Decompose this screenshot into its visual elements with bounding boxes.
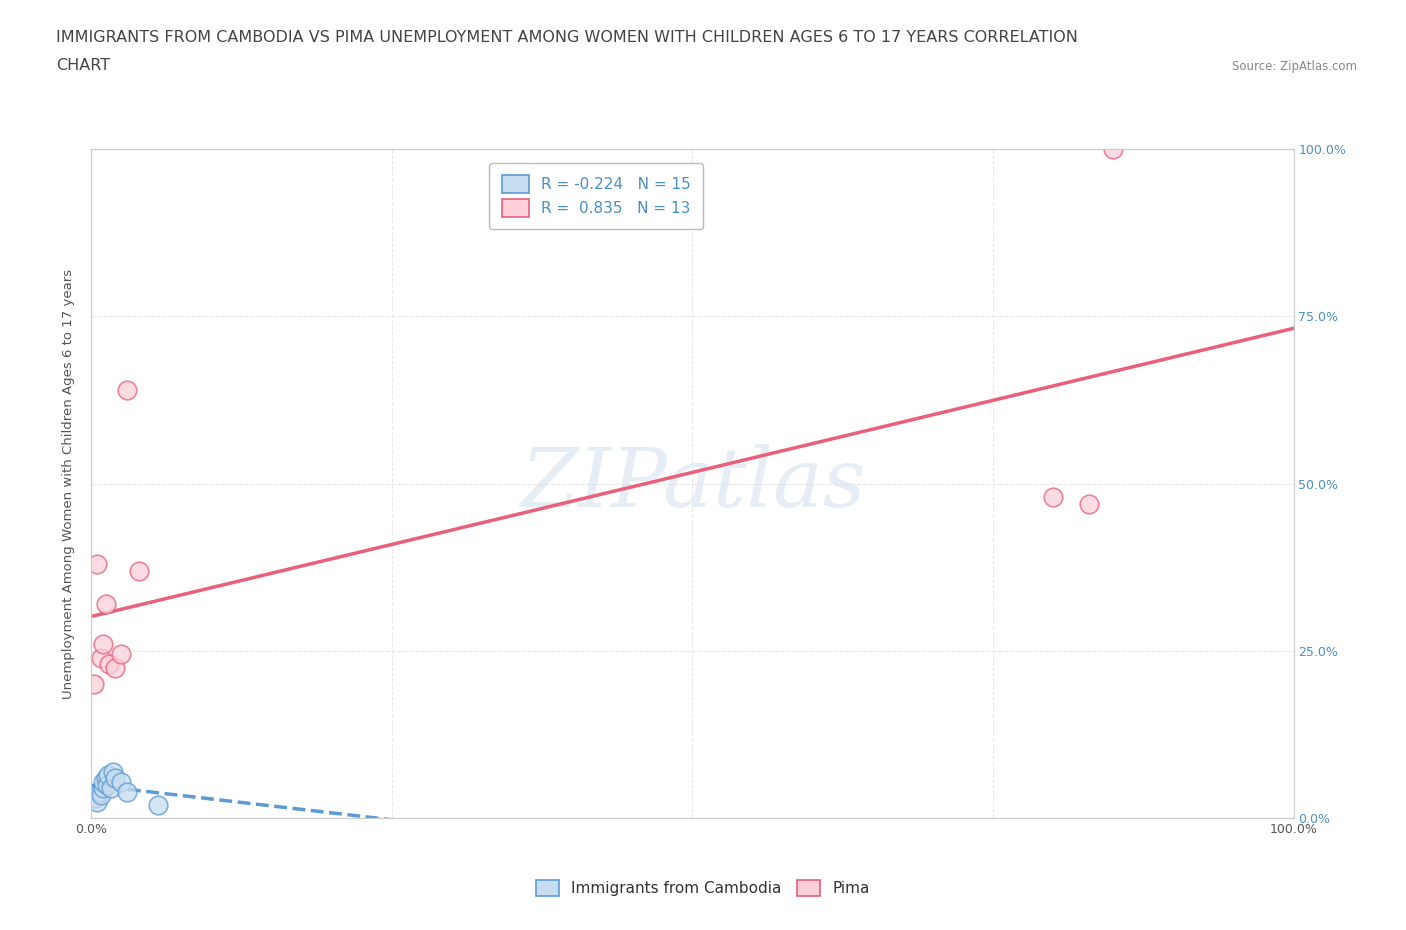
Point xyxy=(93,637,115,652)
Point xyxy=(84,790,107,805)
Legend: R = -0.224   N = 15, R =  0.835   N = 13: R = -0.224 N = 15, R = 0.835 N = 13 xyxy=(489,163,703,229)
Point xyxy=(86,794,108,809)
Point xyxy=(90,788,112,803)
Point xyxy=(100,781,122,796)
Point xyxy=(146,798,169,813)
Point xyxy=(117,382,139,397)
Point xyxy=(101,764,124,779)
Text: Source: ZipAtlas.com: Source: ZipAtlas.com xyxy=(1232,60,1357,73)
Point xyxy=(110,774,132,789)
Point xyxy=(89,784,111,799)
Point xyxy=(104,771,127,786)
Text: ZIPatlas: ZIPatlas xyxy=(520,444,865,524)
Point xyxy=(1102,141,1125,156)
Point xyxy=(104,660,127,675)
Point xyxy=(83,677,105,692)
Point xyxy=(97,767,120,782)
Point xyxy=(86,556,108,571)
Y-axis label: Unemployment Among Women with Children Ages 6 to 17 years: Unemployment Among Women with Children A… xyxy=(62,269,76,698)
Point xyxy=(93,781,115,796)
Point xyxy=(1078,497,1101,512)
Point xyxy=(90,650,112,665)
Text: IMMIGRANTS FROM CAMBODIA VS PIMA UNEMPLOYMENT AMONG WOMEN WITH CHILDREN AGES 6 T: IMMIGRANTS FROM CAMBODIA VS PIMA UNEMPLO… xyxy=(56,30,1078,45)
Point xyxy=(94,597,117,612)
Legend: Immigrants from Cambodia, Pima: Immigrants from Cambodia, Pima xyxy=(529,872,877,904)
Point xyxy=(94,771,117,786)
Point xyxy=(96,777,118,792)
Point xyxy=(93,774,115,789)
Point xyxy=(1042,489,1064,504)
Text: CHART: CHART xyxy=(56,58,110,73)
Point xyxy=(128,564,150,578)
Point xyxy=(98,657,121,671)
Point xyxy=(117,784,139,799)
Point xyxy=(110,647,132,662)
